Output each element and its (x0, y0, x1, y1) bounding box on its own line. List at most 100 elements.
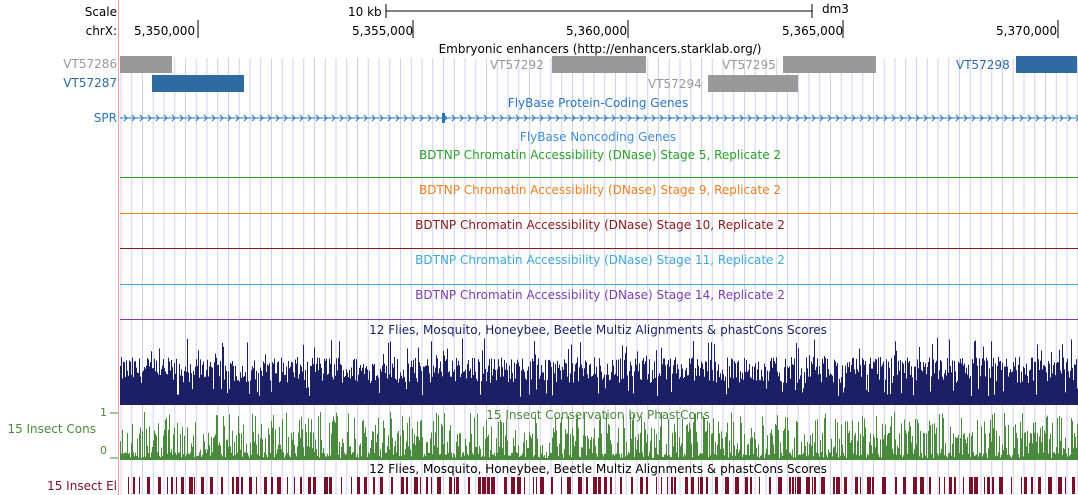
conserved-element (929, 477, 931, 494)
conserved-element (661, 477, 662, 494)
conserved-element (667, 477, 668, 494)
enhancer-feature-vt57295[interactable] (783, 56, 876, 73)
dnase-stage5-title[interactable]: BDTNP Chromatin Accessibility (DNase) St… (418, 148, 782, 162)
enhancer-feature-vt57286[interactable] (120, 56, 172, 73)
scale-bar (385, 4, 813, 18)
dnase-stage11-signal[interactable] (120, 284, 1078, 285)
dnase-stage14-signal[interactable] (120, 319, 1078, 320)
conserved-element (1021, 477, 1022, 494)
conserved-element (715, 477, 718, 494)
conserved-element (735, 477, 739, 494)
conserved-element (406, 477, 408, 494)
conserved-element (139, 477, 140, 494)
conserved-element (456, 477, 459, 494)
dnase-stage11-title[interactable]: BDTNP Chromatin Accessibility (DNase) St… (415, 253, 785, 267)
enhancer-label-vt57295[interactable]: VT57295 (722, 58, 776, 72)
conserved-element (308, 477, 311, 494)
elements-track-title[interactable]: 12 Flies, Mosquito, Honeybee, Beetle Mul… (369, 462, 827, 476)
conserved-element (478, 477, 481, 494)
conserved-element (631, 477, 633, 494)
noncoding-track-title[interactable]: FlyBase Noncoding Genes (519, 130, 677, 144)
multiz-conservation-histogram[interactable] (120, 337, 1078, 405)
conserved-element (249, 477, 252, 494)
conserved-element (201, 477, 204, 494)
conserved-element (487, 477, 490, 494)
enhancer-label-vt57298[interactable]: VT57298 (956, 58, 1010, 72)
conserved-element (671, 477, 673, 494)
conserved-element (685, 477, 688, 494)
tick-label: 5,350,000 (134, 24, 196, 38)
enhancer-feature-vt57292[interactable] (552, 56, 646, 73)
enhancer-label-vt57286[interactable]: VT57286 (63, 57, 117, 71)
conserved-element (171, 477, 173, 494)
conserved-element (567, 477, 571, 494)
gene-model-spr[interactable] (120, 110, 1078, 126)
scale-label: Scale (84, 5, 117, 19)
conserved-elements-track[interactable] (120, 477, 1078, 494)
conserved-element (357, 477, 360, 494)
conserved-element (691, 477, 694, 494)
conserved-element (329, 477, 332, 494)
enhancer-feature-vt57298[interactable] (1016, 56, 1077, 73)
conserved-element (844, 477, 847, 494)
conserved-element (341, 477, 342, 494)
enhancer-feature-vt57287[interactable] (152, 75, 244, 92)
conserved-element (256, 477, 257, 494)
conserved-element (277, 477, 281, 494)
conserved-element (271, 477, 273, 494)
cons-axis-max: 1 (100, 406, 107, 419)
conserved-element (414, 477, 418, 494)
enhancers-track-title[interactable]: Embryonic enhancers (http://enhancers.st… (438, 42, 762, 56)
conserved-element (380, 477, 383, 494)
enhancer-label-vt57287[interactable]: VT57287 (63, 76, 117, 90)
conserved-element (833, 477, 835, 494)
cons-track-title[interactable]: 15 Insect Conservation by PhastCons (486, 408, 710, 422)
conserved-element (533, 477, 534, 494)
enhancer-label-vt57292[interactable]: VT57292 (490, 58, 544, 72)
cons-track-label[interactable]: 15 Insect Cons (7, 422, 96, 436)
conserved-element (221, 477, 223, 494)
conserved-element (287, 477, 288, 494)
conserved-element (963, 477, 964, 494)
conserved-element (264, 477, 267, 494)
gene-label-spr[interactable]: SPR (93, 111, 117, 125)
track-label-sidebar[interactable]: Scale chrX: VT57286 VT57287 SPR 15 Insec… (0, 0, 118, 495)
conserved-element (992, 477, 994, 494)
genes-track-title[interactable]: FlyBase Protein-Coding Genes (507, 96, 689, 110)
conserved-element (1058, 477, 1062, 494)
conserved-element (561, 477, 562, 494)
conserved-element (194, 477, 195, 494)
conserved-element (158, 477, 161, 494)
dnase-stage5-signal[interactable] (120, 177, 1078, 178)
conserved-element (511, 477, 515, 494)
multiz-track-title[interactable]: 12 Flies, Mosquito, Honeybee, Beetle Mul… (369, 323, 827, 337)
conserved-element (836, 477, 840, 494)
conserved-element (987, 477, 990, 494)
dnase-stage9-title[interactable]: BDTNP Chromatin Accessibility (DNase) St… (418, 183, 782, 197)
chrom-label: chrX: (85, 24, 117, 38)
conserved-element (860, 477, 861, 494)
conserved-element (241, 477, 243, 494)
conserved-element (420, 477, 421, 494)
conserved-element (1038, 477, 1041, 494)
conserved-element (524, 477, 525, 494)
dnase-stage9-signal[interactable] (120, 213, 1078, 214)
phastcons-wiggle[interactable] (120, 412, 1078, 460)
conserved-element (1072, 477, 1075, 494)
elements-track-label[interactable]: 15 Insect El (47, 479, 117, 493)
conserved-element (391, 477, 393, 494)
conserved-element (610, 477, 612, 494)
conserved-element (1048, 477, 1052, 494)
conserved-element (706, 477, 708, 494)
dnase-stage10-signal[interactable] (120, 248, 1078, 249)
enhancer-feature-vt57294[interactable] (708, 75, 798, 92)
conserved-element (351, 477, 352, 494)
enhancer-label-vt57294[interactable]: VT57294 (648, 77, 702, 91)
dnase-stage10-title[interactable]: BDTNP Chromatin Accessibility (DNase) St… (415, 218, 785, 232)
conserved-element (181, 477, 184, 494)
dnase-stage14-title[interactable]: BDTNP Chromatin Accessibility (DNase) St… (415, 288, 785, 302)
conserved-element (778, 477, 782, 494)
conserved-element (759, 477, 760, 494)
conserved-element (974, 477, 978, 494)
